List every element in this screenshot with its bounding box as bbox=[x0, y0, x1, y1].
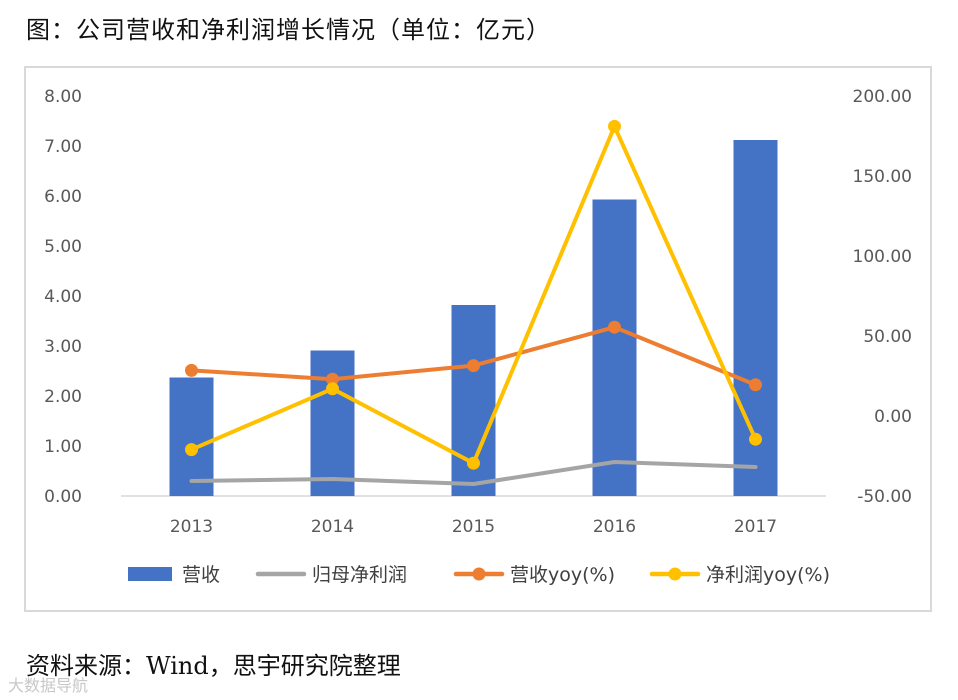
x-tick-label: 2015 bbox=[452, 517, 495, 537]
y-right-tick-label: -50.00 bbox=[857, 487, 912, 507]
legend-label: 净利润yoy(%) bbox=[706, 564, 830, 586]
series-point bbox=[608, 119, 621, 133]
watermark: 大数据导航 bbox=[8, 676, 89, 695]
combo-chart: 0.00 1.00 2.00 3.00 4.00 5.00 6.00 7.00 8.00 -50.… bbox=[44, 87, 912, 586]
legend-swatch-marker bbox=[472, 567, 486, 581]
bar-revenue bbox=[169, 377, 214, 496]
x-tick-label: 2014 bbox=[311, 517, 354, 537]
legend-label: 归母净利润 bbox=[312, 564, 407, 586]
legend-label: 营收yoy(%) bbox=[510, 564, 615, 586]
x-tick-label: 2017 bbox=[734, 517, 777, 537]
y-left-tick-label: 6.00 bbox=[44, 187, 82, 207]
y-left-tick-label: 3.00 bbox=[44, 337, 82, 357]
x-tick-label: 2013 bbox=[170, 517, 213, 537]
y-left-tick-label: 5.00 bbox=[44, 237, 82, 257]
bar-revenue bbox=[592, 199, 637, 496]
y-left-tick-label: 8.00 bbox=[44, 87, 82, 107]
series-point bbox=[185, 443, 198, 457]
chart-frame: 0.00 1.00 2.00 3.00 4.00 5.00 6.00 7.00 8.00 -50.… bbox=[24, 66, 932, 612]
series-point bbox=[467, 359, 480, 373]
y-left-tick-label: 7.00 bbox=[44, 137, 82, 157]
y-right-tick-label: 50.00 bbox=[863, 327, 912, 347]
y-right-tick-label: 100.00 bbox=[853, 247, 912, 267]
y-left-tick-label: 0.00 bbox=[44, 487, 82, 507]
series-point bbox=[467, 456, 480, 470]
series-point bbox=[749, 432, 762, 446]
series-point bbox=[326, 382, 339, 396]
y-right-tick-label: 0.00 bbox=[874, 407, 912, 427]
legend-label: 营收 bbox=[182, 564, 220, 586]
bar-revenue bbox=[310, 350, 355, 496]
series-point bbox=[326, 372, 339, 386]
legend-swatch-bar bbox=[128, 567, 172, 581]
series-point bbox=[608, 320, 621, 334]
x-tick-label: 2016 bbox=[593, 517, 636, 537]
series-line bbox=[189, 460, 758, 486]
legend-swatch-marker bbox=[668, 567, 682, 581]
y-left-tick-label: 2.00 bbox=[44, 387, 82, 407]
y-left-tick-label: 1.00 bbox=[44, 437, 82, 457]
y-right-tick-label: 150.00 bbox=[853, 167, 912, 187]
y-right-tick-label: 200.00 bbox=[853, 87, 912, 107]
series-point bbox=[185, 363, 198, 377]
series-point bbox=[749, 378, 762, 392]
y-left-tick-label: 4.00 bbox=[44, 287, 82, 307]
source-note: 资料来源：Wind，思宇研究院整理 bbox=[26, 652, 401, 680]
figure-title: 图：公司营收和净利润增长情况（单位：亿元） bbox=[26, 16, 551, 44]
